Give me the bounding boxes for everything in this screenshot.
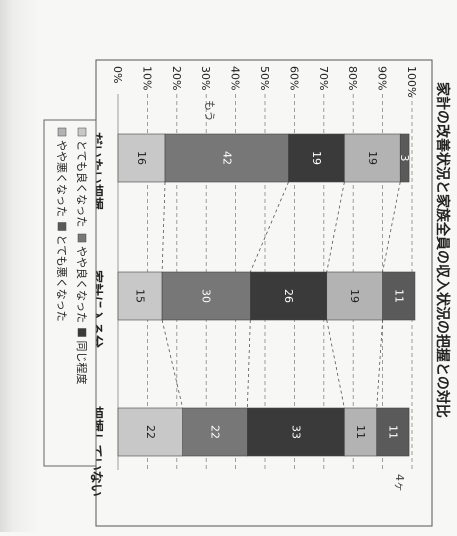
data-label: 19 [348, 289, 361, 303]
data-label: 11 [386, 425, 399, 439]
connector-line [161, 319, 184, 409]
legend-swatch [77, 328, 87, 337]
data-label: 19 [366, 151, 379, 165]
legend-swatch [77, 233, 87, 243]
legend-label: とても悪くなった [55, 235, 68, 322]
bars: 16 42 19 19 3 15 30 26 19 11 22 22 33 11 11 [117, 133, 416, 457]
bar-segment [247, 407, 345, 457]
data-label: 15 [134, 289, 147, 303]
y-axis-ticks: 0% 10% 20% 30% 40% 50% 60% 70% 80% 90% 100% [111, 66, 418, 97]
y-tick-label: 0% [111, 66, 124, 83]
data-label: 3 [398, 155, 411, 162]
data-label: 30 [200, 289, 213, 303]
data-label: 16 [135, 151, 148, 165]
bar-segment [382, 271, 416, 321]
bar-segment [161, 271, 251, 321]
y-tick-label: 30% [199, 66, 212, 90]
y-tick-label: 50% [258, 66, 271, 90]
bar-segment [344, 133, 401, 183]
y-tick-label: 40% [229, 66, 242, 90]
connector-line [326, 319, 345, 409]
bar-segment [250, 271, 328, 321]
legend-label: とても良くなった [75, 140, 89, 227]
y-tick-label: 100% [405, 66, 418, 97]
bar-segment [164, 133, 289, 183]
data-label: 33 [289, 425, 302, 439]
bar-segment [182, 407, 248, 457]
connector-line [249, 181, 289, 273]
bar-segment [344, 407, 378, 457]
bar-segment [399, 133, 410, 183]
data-label: 22 [209, 425, 222, 439]
y-tick-label: 20% [170, 66, 183, 90]
connector-lines [161, 181, 401, 409]
connector-line [161, 181, 166, 273]
y-tick-label: 10% [140, 66, 153, 90]
data-label: 11 [354, 425, 367, 439]
bar-segment [376, 407, 410, 457]
legend-swatch [57, 222, 67, 231]
bar-segment [117, 271, 163, 321]
bar-segment [117, 407, 183, 457]
y-tick-label: 60% [287, 66, 300, 90]
legend-swatch [77, 127, 87, 137]
data-label: 26 [282, 289, 295, 303]
handwritten-note-bottom: 4ヶ [393, 474, 406, 492]
legend-box [43, 119, 97, 467]
connector-line [326, 181, 345, 273]
bar-segment [326, 271, 383, 321]
y-tick-label: 70% [317, 66, 330, 90]
legend-swatch [57, 127, 67, 137]
connector-line [376, 319, 383, 409]
bar-segment [117, 133, 166, 183]
y-tick-label: 90% [376, 66, 389, 90]
legend-label: やや悪くなった [55, 140, 68, 217]
data-label: 22 [144, 425, 157, 439]
handwritten-note-top: もう [203, 100, 216, 122]
data-label: 19 [310, 151, 323, 165]
legend-label: やや良くなった [75, 246, 89, 323]
connector-line [246, 319, 251, 409]
data-label: 11 [392, 289, 405, 303]
data-label: 42 [220, 151, 233, 165]
chart-title: 家計の改善状況と家族全員の収入状況の把握との対比 [434, 82, 451, 418]
y-tick-label: 80% [346, 66, 359, 90]
connector-line [382, 181, 401, 273]
bar-segment [288, 133, 345, 183]
legend-label: 同じ程度 [75, 341, 89, 385]
